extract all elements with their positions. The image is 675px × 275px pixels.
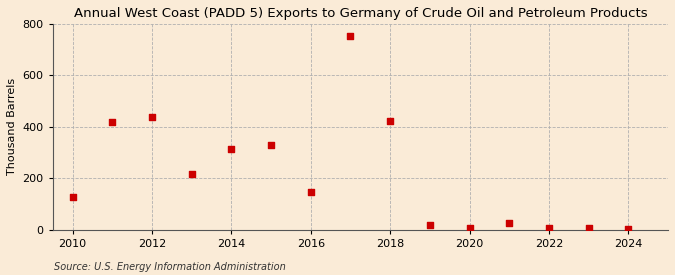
Point — [543, 226, 554, 231]
Point — [504, 221, 514, 226]
Point — [623, 227, 634, 231]
Text: Source: U.S. Energy Information Administration: Source: U.S. Energy Information Administ… — [54, 262, 286, 272]
Point — [67, 195, 78, 199]
Point — [345, 34, 356, 39]
Point — [226, 147, 237, 151]
Point — [305, 189, 316, 194]
Point — [107, 119, 117, 124]
Point — [583, 226, 594, 230]
Point — [266, 143, 277, 147]
Point — [425, 222, 435, 227]
Y-axis label: Thousand Barrels: Thousand Barrels — [7, 78, 17, 175]
Point — [186, 172, 197, 177]
Point — [146, 114, 157, 119]
Point — [464, 226, 475, 231]
Point — [385, 119, 396, 123]
Title: Annual West Coast (PADD 5) Exports to Germany of Crude Oil and Petroleum Product: Annual West Coast (PADD 5) Exports to Ge… — [74, 7, 647, 20]
